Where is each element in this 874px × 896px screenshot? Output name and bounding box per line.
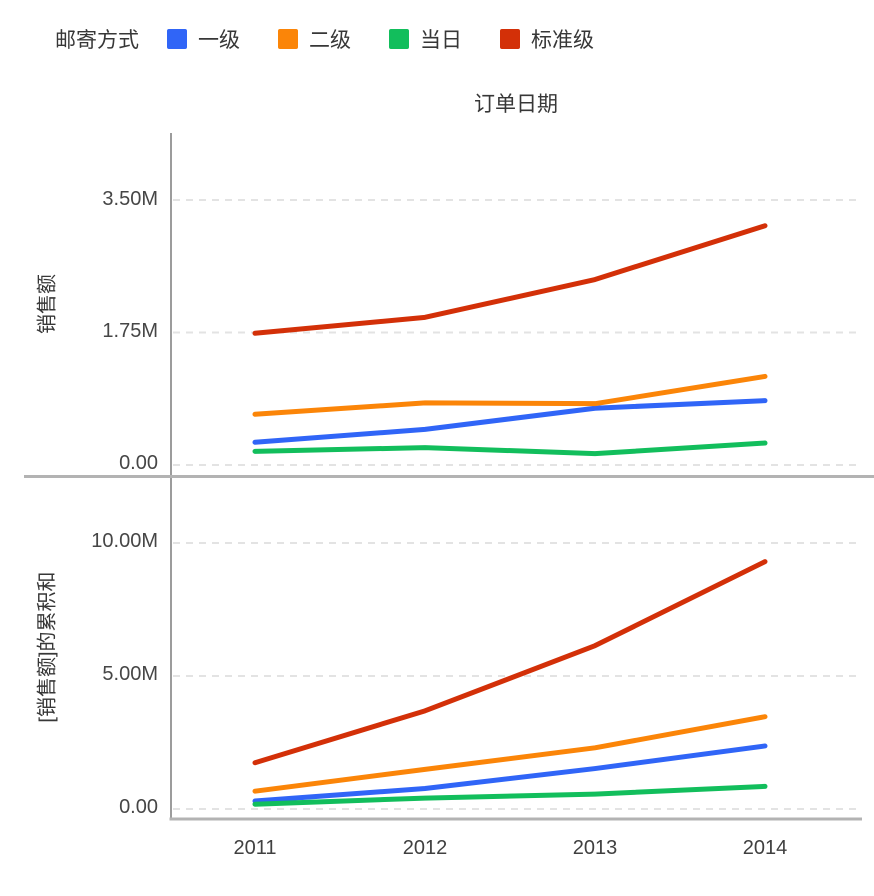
chart-title: 订单日期 (474, 93, 558, 116)
xtick-2012: 2012 (402, 837, 448, 859)
legend-swatch-second-class-icon (278, 29, 298, 49)
series-line-当日[interactable] (252, 783, 768, 807)
y-axis-title-cumulative-sales: [销售额]的累积和 (36, 571, 59, 723)
ytick-bottom-5_00M: 5.00M (102, 663, 158, 685)
series-line-一级[interactable] (252, 398, 768, 445)
legend-label-same-day: 当日 (420, 29, 462, 52)
legend-label-first-class: 一级 (198, 29, 240, 52)
series-line-二级[interactable] (252, 714, 768, 794)
series-line-当日[interactable] (252, 440, 768, 457)
legend-label-second-class: 二级 (309, 29, 351, 52)
gridlines-top-panel (173, 199, 861, 466)
legend-swatch-first-class-icon (167, 29, 187, 49)
legend-title: 邮寄方式 (55, 29, 139, 52)
legend-label-standard-class: 标准级 (531, 29, 594, 52)
xtick-2011: 2011 (233, 837, 277, 859)
legend: 邮寄方式 一级 二级 当日 标准级 (55, 24, 632, 54)
ytick-top-1_75M: 1.75M (102, 320, 158, 342)
legend-swatch-same-day-icon (389, 29, 409, 49)
legend-item-second-class[interactable]: 二级 (278, 24, 351, 54)
xtick-2014: 2014 (742, 837, 788, 859)
series-top-panel (252, 223, 768, 457)
legend-item-standard-class[interactable]: 标准级 (500, 24, 594, 54)
ytick-bottom-0_00: 0.00 (119, 796, 158, 818)
series-line-一级[interactable] (252, 743, 768, 804)
ytick-top-0_00: 0.00 (119, 452, 158, 474)
legend-item-same-day[interactable]: 当日 (389, 24, 462, 54)
series-line-标准级[interactable] (252, 559, 768, 766)
ytick-bottom-10_00M: 10.00M (91, 530, 158, 552)
legend-item-first-class[interactable]: 一级 (167, 24, 240, 54)
series-bottom-panel (252, 559, 768, 807)
series-line-二级[interactable] (252, 373, 768, 417)
legend-swatch-standard-class-icon (500, 29, 520, 49)
series-line-标准级[interactable] (252, 223, 768, 336)
ytick-top-3_50M: 3.50M (102, 188, 158, 210)
xtick-2013: 2013 (572, 837, 618, 859)
y-axis-title-sales: 销售额 (36, 274, 59, 334)
